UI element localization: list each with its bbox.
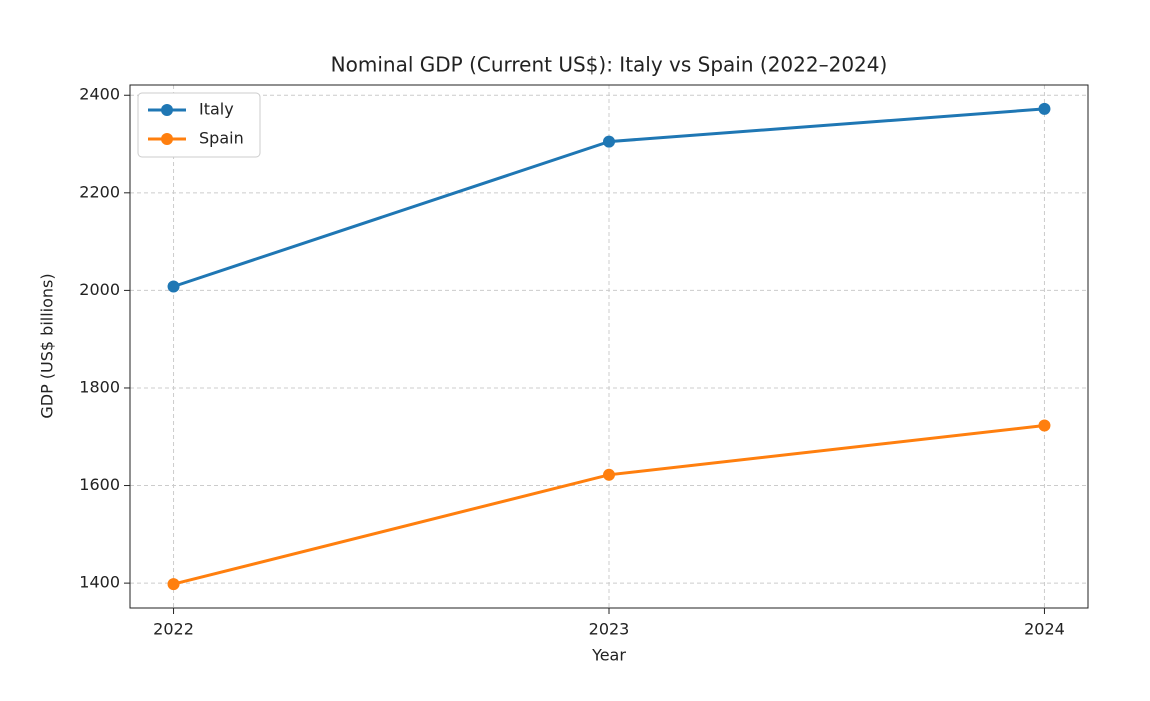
plot-frame (129, 84, 1089, 609)
y-tick-label: 2000 (79, 280, 120, 299)
marker (1038, 419, 1051, 432)
x-tick-label: 2022 (153, 620, 194, 639)
legend-marker (161, 133, 173, 145)
marker (603, 468, 615, 481)
y-axis-label: GDP (US$ billions) (38, 273, 57, 418)
marker (603, 135, 615, 148)
y-tick-label: 2400 (79, 85, 120, 104)
y-tick-label: 1800 (79, 377, 120, 396)
x-axis-label: Year (591, 646, 626, 665)
legend-label: Italy (199, 100, 234, 119)
x-tick-label: 2024 (1024, 620, 1065, 639)
legend-marker (161, 104, 173, 116)
y-tick-label: 1400 (79, 573, 120, 592)
marker (167, 578, 180, 591)
marker (1038, 102, 1051, 115)
y-tick-label: 2200 (79, 182, 120, 201)
chart-title: Nominal GDP (Current US$): Italy vs Spai… (331, 53, 888, 77)
marker (167, 280, 180, 293)
legend-label: Spain (199, 129, 244, 148)
y-tick-label: 1600 (79, 475, 120, 494)
x-tick-label: 2023 (589, 620, 630, 639)
